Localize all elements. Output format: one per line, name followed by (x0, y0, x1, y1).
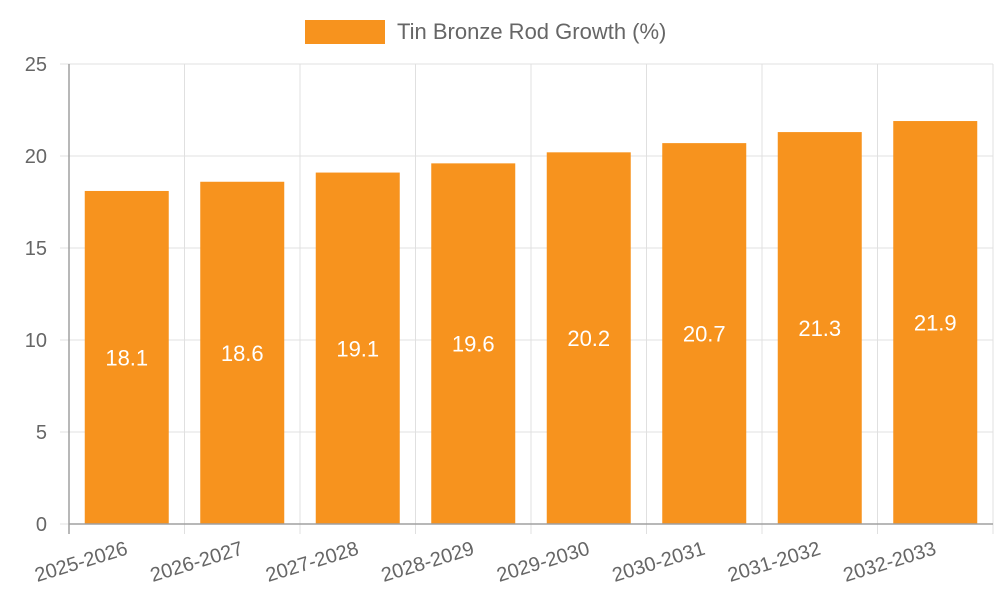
y-tick-label: 10 (25, 330, 47, 352)
bar-value-label: 21.9 (914, 311, 957, 336)
x-tick-label: 2030-2031 (610, 538, 708, 587)
bar[interactable] (84, 190, 169, 524)
bar-value-label: 18.6 (221, 341, 264, 366)
y-tick-label: 25 (25, 54, 47, 76)
bar[interactable] (431, 163, 516, 525)
bar[interactable] (200, 181, 285, 524)
x-tick-label: 2028-2029 (379, 538, 477, 587)
y-tick-label: 20 (25, 146, 47, 168)
bar-value-label: 20.2 (567, 326, 610, 351)
x-tick-label: 2027-2028 (263, 538, 361, 587)
bar-value-label: 20.7 (683, 322, 726, 347)
legend-label: Tin Bronze Rod Growth (%) (397, 19, 666, 44)
x-tick-label: 2032-2033 (841, 538, 939, 587)
legend-swatch (305, 20, 385, 44)
y-tick-label: 5 (36, 422, 47, 444)
bar[interactable] (662, 143, 747, 524)
bar-value-label: 18.1 (105, 345, 148, 370)
bar[interactable] (893, 121, 978, 524)
bar-value-label: 21.3 (798, 316, 841, 341)
bar-value-label: 19.6 (452, 332, 495, 357)
legend[interactable]: Tin Bronze Rod Growth (%) (305, 19, 666, 44)
bars: 18.1 18.6 19.1 19.6 20.2 20.7 21.3 21.9 (84, 121, 978, 525)
y-tick-label: 0 (36, 514, 47, 536)
bar[interactable] (546, 152, 631, 524)
x-tick-label: 2031-2032 (725, 538, 823, 587)
x-tick-label: 2025-2026 (32, 538, 130, 587)
bar[interactable] (315, 172, 400, 524)
x-tick-label: 2029-2030 (494, 538, 592, 587)
bar-value-label: 19.1 (336, 336, 379, 361)
x-tick-label: 2026-2027 (148, 538, 246, 587)
y-tick-label: 15 (25, 238, 47, 260)
bar[interactable] (777, 132, 862, 524)
